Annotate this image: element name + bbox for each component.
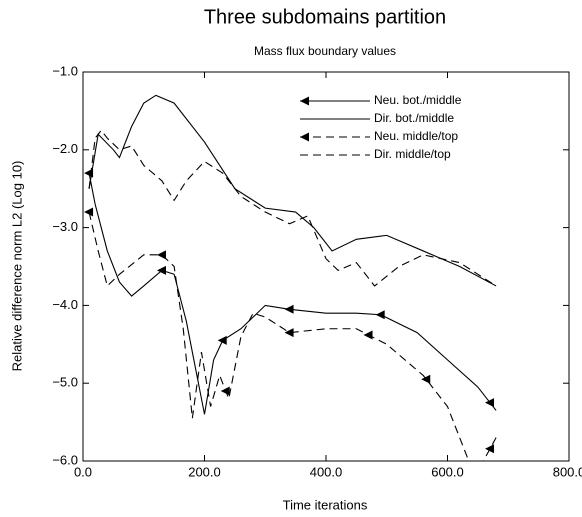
y-tick-label: −6.0	[52, 452, 78, 467]
y-tick-label: −1.0	[52, 63, 78, 78]
series-line	[88, 129, 497, 287]
legend-label: Dir. middle/top	[374, 147, 451, 161]
legend-label: Neu. middle/top	[374, 129, 458, 143]
x-axis-label: Time iterations	[283, 497, 368, 512]
series-line	[88, 173, 497, 415]
series-marker	[156, 265, 166, 275]
x-tick-label: 600.0	[431, 464, 464, 479]
x-tick-label: 800.0	[553, 464, 582, 479]
series-marker	[217, 335, 227, 345]
chart-title: Three subdomains partition	[204, 6, 446, 28]
x-tick-label: 0.0	[74, 464, 92, 479]
series-marker	[220, 386, 230, 396]
legend-label: Dir. bot./middle	[374, 111, 454, 125]
y-tick-label: −3.0	[52, 219, 78, 234]
series-marker	[284, 304, 294, 314]
series-line	[88, 211, 497, 461]
series-marker	[421, 374, 431, 384]
plot-frame	[82, 71, 570, 462]
series-marker	[363, 330, 373, 340]
x-tick-label: 200.0	[188, 464, 221, 479]
legend-marker	[300, 132, 309, 142]
series-marker	[375, 310, 385, 320]
series-marker	[485, 444, 495, 454]
legend-marker	[300, 96, 309, 106]
series-marker	[84, 207, 94, 217]
series-marker	[485, 398, 495, 408]
y-tick-label: −5.0	[52, 375, 78, 390]
y-tick-label: −4.0	[52, 297, 78, 312]
plot-area	[84, 94, 497, 461]
y-axis-label: Relative difference norm L2 (Log 10)	[9, 161, 24, 372]
series-marker	[156, 250, 166, 260]
series-marker	[284, 328, 294, 338]
x-tick-label: 400.0	[310, 464, 343, 479]
legend-label: Neu. bot./middle	[374, 93, 462, 107]
y-tick-label: −2.0	[52, 141, 78, 156]
chart-subtitle: Mass flux boundary values	[254, 44, 396, 58]
